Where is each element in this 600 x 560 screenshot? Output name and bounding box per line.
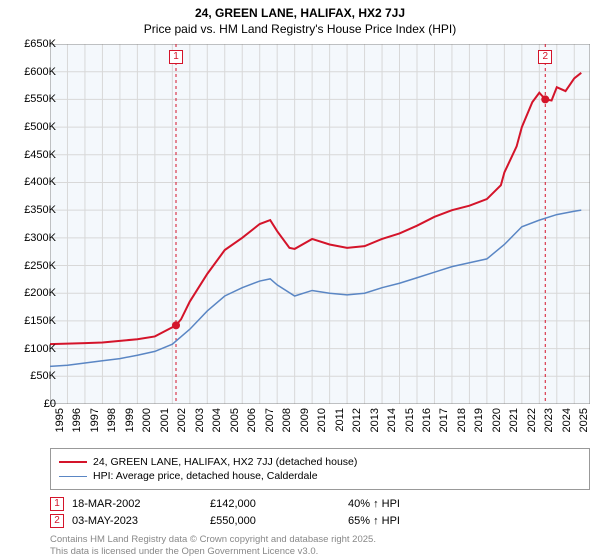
attribution: Contains HM Land Registry data © Crown c…: [50, 534, 376, 557]
x-tick-label: 2024: [561, 408, 573, 432]
sale-marker-callout: 2: [538, 50, 552, 64]
sale-price: £550,000: [210, 515, 340, 527]
y-tick-label: £50K: [12, 370, 56, 382]
chart-container: 24, GREEN LANE, HALIFAX, HX2 7JJ Price p…: [0, 0, 600, 560]
y-tick-label: £600K: [12, 66, 56, 78]
sale-diff: 65% ↑ HPI: [348, 515, 590, 527]
x-tick-label: 2007: [264, 408, 276, 432]
attribution-line: This data is licensed under the Open Gov…: [50, 546, 376, 557]
y-tick-label: £450K: [12, 149, 56, 161]
sale-date: 18-MAR-2002: [72, 498, 202, 510]
y-tick-label: £500K: [12, 121, 56, 133]
x-tick-label: 2012: [351, 408, 363, 432]
sale-diff: 40% ↑ HPI: [348, 498, 590, 510]
x-tick-label: 2009: [299, 408, 311, 432]
x-tick-label: 2022: [526, 408, 538, 432]
y-tick-label: £400K: [12, 176, 56, 188]
chart-svg: [50, 44, 590, 404]
sale-marker-callout: 1: [169, 50, 183, 64]
legend: 24, GREEN LANE, HALIFAX, HX2 7JJ (detach…: [50, 448, 590, 490]
x-tick-label: 2015: [404, 408, 416, 432]
x-tick-label: 1997: [89, 408, 101, 432]
sale-price: £142,000: [210, 498, 340, 510]
legend-swatch: [59, 461, 87, 463]
x-tick-label: 2023: [543, 408, 555, 432]
legend-swatch: [59, 476, 87, 477]
x-tick-label: 2010: [316, 408, 328, 432]
x-tick-label: 1995: [54, 408, 66, 432]
sale-marker-icon: 1: [50, 497, 64, 511]
x-tick-label: 1998: [106, 408, 118, 432]
sale-marker-icon: 2: [50, 514, 64, 528]
y-tick-label: £250K: [12, 260, 56, 272]
x-tick-label: 2013: [369, 408, 381, 432]
sale-row: 2 03-MAY-2023 £550,000 65% ↑ HPI: [50, 514, 590, 528]
chart-title: 24, GREEN LANE, HALIFAX, HX2 7JJ: [0, 0, 600, 22]
x-tick-label: 2004: [211, 408, 223, 432]
y-tick-label: £350K: [12, 204, 56, 216]
x-tick-label: 2003: [194, 408, 206, 432]
y-tick-label: £300K: [12, 232, 56, 244]
x-tick-label: 2021: [508, 408, 520, 432]
legend-label: HPI: Average price, detached house, Cald…: [93, 470, 318, 482]
x-tick-label: 2025: [578, 408, 590, 432]
legend-item: 24, GREEN LANE, HALIFAX, HX2 7JJ (detach…: [59, 456, 581, 468]
x-tick-label: 2002: [176, 408, 188, 432]
x-tick-label: 2017: [438, 408, 450, 432]
y-tick-label: £650K: [12, 38, 56, 50]
sales-table: 1 18-MAR-2002 £142,000 40% ↑ HPI 2 03-MA…: [50, 494, 590, 531]
sale-row: 1 18-MAR-2002 £142,000 40% ↑ HPI: [50, 497, 590, 511]
x-tick-label: 2000: [141, 408, 153, 432]
x-tick-label: 1996: [71, 408, 83, 432]
x-tick-label: 1999: [124, 408, 136, 432]
y-tick-label: £100K: [12, 343, 56, 355]
attribution-line: Contains HM Land Registry data © Crown c…: [50, 534, 376, 545]
y-tick-label: £150K: [12, 315, 56, 327]
chart-area: [50, 44, 590, 404]
x-tick-label: 2019: [473, 408, 485, 432]
sale-date: 03-MAY-2023: [72, 515, 202, 527]
y-tick-label: £550K: [12, 93, 56, 105]
y-tick-label: £0: [12, 398, 56, 410]
x-tick-label: 2018: [456, 408, 468, 432]
x-tick-label: 2020: [491, 408, 503, 432]
legend-item: HPI: Average price, detached house, Cald…: [59, 470, 581, 482]
legend-label: 24, GREEN LANE, HALIFAX, HX2 7JJ (detach…: [93, 456, 357, 468]
x-tick-label: 2005: [229, 408, 241, 432]
x-tick-label: 2014: [386, 408, 398, 432]
x-tick-label: 2011: [334, 408, 346, 432]
x-tick-label: 2016: [421, 408, 433, 432]
x-tick-label: 2006: [246, 408, 258, 432]
chart-subtitle: Price paid vs. HM Land Registry's House …: [0, 22, 600, 40]
x-tick-label: 2001: [159, 408, 171, 432]
x-tick-label: 2008: [281, 408, 293, 432]
y-tick-label: £200K: [12, 287, 56, 299]
